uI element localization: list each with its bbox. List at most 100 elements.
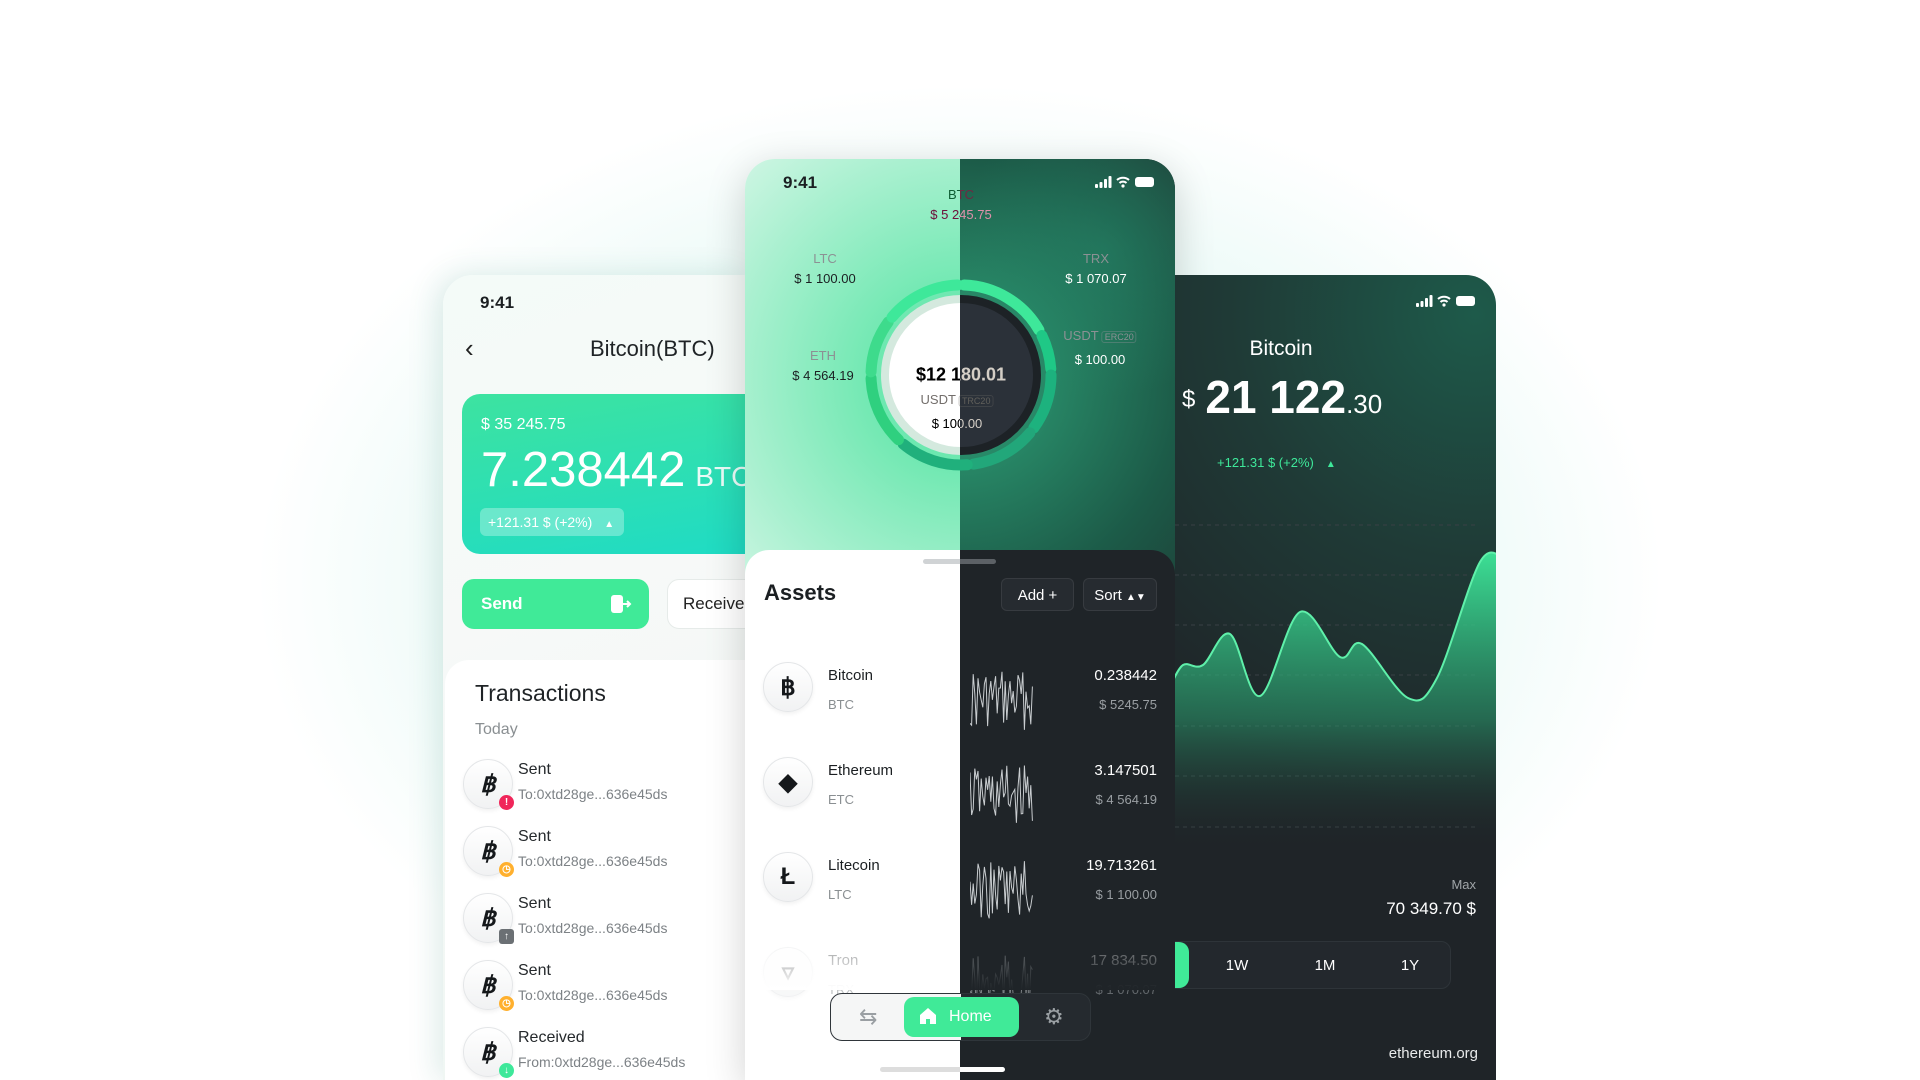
bitcoin-detail-screen: 9:41 ‹ Bitcoin(BTC) $ 35 245.75 7.238442… (443, 275, 745, 1080)
receive-button[interactable]: Receive (667, 579, 745, 629)
donut-segment (1028, 369, 1057, 434)
donut-center (881, 295, 1041, 455)
range-tab-selected[interactable] (1175, 942, 1189, 988)
donut-segment (897, 438, 973, 471)
transaction-type: Sent (518, 828, 551, 845)
asset-name: Bitcoin (828, 667, 874, 684)
back-chevron-icon[interactable]: ‹ (465, 333, 474, 363)
asset-row[interactable]: ◆ Ethereum ETC 3.147501 $ 4 564.19 (745, 752, 1175, 832)
date-group-label: Today (475, 721, 518, 738)
change-badge: +121.31 $ (+2%) ▲ (480, 508, 624, 536)
bitcoin-icon: ฿! (463, 759, 514, 810)
triangle-up-icon: ▲ (604, 519, 615, 530)
transaction-row[interactable]: ฿ ◷ Sent To:0xtd28ge...636e45ds (463, 960, 743, 1011)
list-fade (960, 930, 1175, 990)
price-line (1175, 551, 1496, 702)
range-tabs: 1W 1M 1Y (1175, 941, 1451, 989)
balance-amount: 7.238442 BTC (481, 442, 745, 498)
home-icon (920, 1008, 936, 1024)
coin-title: Bitcoin (1249, 337, 1313, 360)
range-tab-1w[interactable]: 1W (1225, 957, 1249, 974)
transaction-type: Sent (518, 962, 551, 979)
alloc-usdt-trc20: USDT TRC20 $ 100.00 (921, 392, 994, 431)
transaction-type: Sent (518, 761, 551, 778)
bitcoin-icon: ฿ ◷ (463, 960, 514, 1011)
transaction-address: To:0xtd28ge...636e45ds (518, 920, 668, 936)
transaction-row[interactable]: ฿ ↑ Sent To:0xtd28ge...636e45ds (463, 893, 743, 944)
send-button[interactable]: Send (462, 579, 649, 629)
transaction-row[interactable]: ฿ ↓ Received From:0xtd28ge...636e45ds (463, 1027, 743, 1078)
status-icons (1095, 176, 1154, 188)
sparkline-line (970, 861, 1033, 919)
asset-name: Ethereum (828, 762, 894, 779)
sheet-handle[interactable] (923, 559, 996, 564)
range-tab-1m[interactable]: 1M (1314, 957, 1336, 974)
page-title: Bitcoin(BTC) (590, 336, 715, 361)
donut-segment (968, 427, 1036, 470)
bitcoin-icon: ฿ (763, 662, 813, 712)
donut-segment (865, 372, 904, 446)
asset-amount: 19.713261 (1086, 857, 1157, 874)
sort-button[interactable]: Sort ▲▼ (1083, 578, 1157, 611)
max-value: 70 349.70 $ (1386, 899, 1476, 918)
assets-sheet: Assets Add + Sort ▲▼ ฿ Bitcoin BTC 0.238… (745, 550, 1175, 1080)
bottom-nav: ⇆ Home ⚙ (830, 993, 1091, 1041)
balance-card: $ 35 245.75 7.238442 BTC +121.31 $ (+2%) … (462, 394, 745, 554)
asset-ticker: BTC (828, 697, 854, 712)
sparkline-line (970, 765, 1033, 823)
portfolio-total: $12 180.01 (915, 364, 1007, 385)
alloc-eth: ETH $ 4 564.19 (792, 348, 854, 383)
price-chart (1175, 524, 1496, 855)
donut-segment (1036, 330, 1057, 375)
litecoin-icon: Ł (763, 852, 813, 902)
asset-usd-value: $ 5245.75 (1099, 697, 1157, 712)
nav-home[interactable]: Home (904, 997, 1019, 1037)
asset-amount: 0.238442 (1094, 667, 1157, 684)
settings-gear-icon[interactable]: ⚙ (1044, 1004, 1064, 1029)
transaction-address: To:0xtd28ge...636e45ds (518, 853, 668, 869)
sort-icon: ▲▼ (1125, 592, 1146, 603)
donut-segment (958, 279, 1045, 336)
transaction-type: Received (518, 1029, 585, 1046)
transaction-address: To:0xtd28ge...636e45ds (518, 786, 668, 802)
swap-icon[interactable]: ⇆ (859, 1004, 878, 1029)
asset-usd-value: $ 4 564.19 (1095, 792, 1157, 807)
status-icons (1416, 295, 1475, 307)
price-area (1175, 552, 1496, 855)
asset-usd-value: $ 1 100.00 (1095, 887, 1157, 902)
asset-row[interactable]: Ł Litecoin LTC 19.713261 $ 1 100.00 (745, 847, 1175, 927)
home-indicator (880, 1067, 1005, 1072)
footer-link[interactable]: ethereum.org (1388, 1045, 1478, 1062)
asset-ticker: LTC (828, 887, 852, 902)
range-tab-1y[interactable]: 1Y (1400, 957, 1420, 974)
ethereum-icon: ◆ (763, 757, 813, 807)
alloc-btc: BTC $ 5 245.75 (930, 187, 992, 222)
status-time: 9:41 (480, 293, 515, 312)
asset-amount: 3.147501 (1094, 762, 1157, 779)
transaction-row[interactable]: ฿ ◷ Sent To:0xtd28ge...636e45ds (463, 826, 743, 877)
alloc-usdt-erc20: USDT ERC20 $ 100.00 (1063, 328, 1137, 367)
asset-sparkline (970, 765, 1033, 823)
add-asset-button[interactable]: Add + (1001, 578, 1074, 611)
transactions-title: Transactions (475, 680, 606, 706)
allocation-donut (865, 279, 1057, 471)
status-received-icon: ↓ (499, 1063, 514, 1078)
list-fade (745, 930, 960, 990)
send-out-icon (611, 595, 632, 613)
transactions-panel: Transactions Today ฿! Sent To:0xtd28ge..… (445, 660, 745, 1080)
transaction-row[interactable]: ฿! Sent To:0xtd28ge...636e45ds (463, 759, 743, 810)
price-chart-screen: Bitcoin $21 122.30 +121.31 $ (+2%) ▲ Max … (1175, 275, 1496, 1080)
asset-ticker: ETC (828, 792, 854, 807)
asset-sparkline (970, 861, 1033, 919)
transaction-address: To:0xtd28ge...636e45ds (518, 987, 668, 1003)
status-uploaded-icon: ↑ (499, 929, 514, 944)
transaction-type: Sent (518, 895, 551, 912)
bitcoin-icon: ฿ ◷ (463, 826, 514, 877)
portfolio-screen: 9:41 $12 180.01 BTC $ 5 245.75 LTC $ 1 100… (745, 159, 1175, 1080)
alloc-ltc: LTC $ 1 100.00 (794, 251, 856, 286)
asset-row[interactable]: ฿ Bitcoin BTC 0.238442 $ 5245.75 (745, 657, 1175, 737)
status-error-icon: ! (499, 795, 514, 810)
transaction-address: From:0xtd28ge...636e45ds (518, 1054, 686, 1070)
donut-segment (865, 316, 894, 378)
status-pending-icon: ◷ (499, 862, 514, 877)
